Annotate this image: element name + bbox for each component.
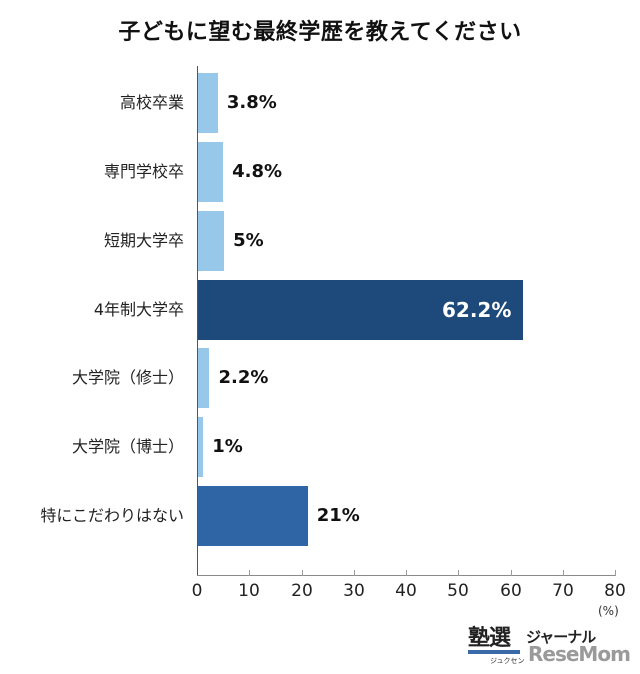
category-label: 専門学校卒 [103,162,184,181]
x-tick-label: 0 [191,581,203,601]
logo-journal-text: ジャーナル [526,628,596,646]
value-label: 2.2% [218,367,269,388]
x-tick [615,570,616,576]
bar [198,417,204,477]
x-tick-label: 30 [343,581,365,601]
x-tick-label: 80 [604,581,626,601]
x-tick-label: 70 [552,581,574,601]
bar [198,211,225,271]
bar [198,142,224,202]
x-tick [563,570,564,576]
category-label: 高校卒業 [119,93,184,112]
value-label: 62.2% [441,298,512,322]
logo: 塾選 ジュクセン ジャーナル ReseMom [468,620,631,670]
x-axis-unit: (%) [598,604,619,618]
pencil-icon [468,650,520,654]
x-tick [249,570,250,576]
value-label: 21% [316,505,360,526]
category-label: 特にこだわりはない [40,506,184,525]
bar [198,280,523,340]
x-tick-label: 50 [447,581,469,601]
x-tick [406,570,407,576]
x-tick-label: 20 [291,581,313,601]
category-label: 4年制大学卒 [93,300,184,319]
y-axis-line [197,66,198,576]
bar [198,73,218,133]
x-tick [354,570,355,576]
x-tick [511,570,512,576]
x-tick-label: 10 [238,581,260,601]
category-label: 大学院（修士） [71,368,184,387]
x-tick [302,570,303,576]
category-label: 短期大学卒 [103,231,184,250]
value-label: 5% [233,230,264,251]
x-tick-label: 40 [395,581,417,601]
watermark-text: ReseMom [528,642,631,666]
bar [198,486,308,546]
logo-sub-text: ジュクセン [490,657,525,665]
chart-title: 子どもに望む最終学歴を教えてください [118,20,522,45]
value-label: 1% [212,436,243,457]
logo-main-text: 塾選 [468,626,511,651]
x-tick [458,570,459,576]
bar [198,348,210,408]
value-label: 3.8% [226,92,277,113]
category-label: 大学院（博士） [71,437,184,456]
value-label: 4.8% [232,161,282,182]
x-tick-label: 60 [500,581,522,601]
